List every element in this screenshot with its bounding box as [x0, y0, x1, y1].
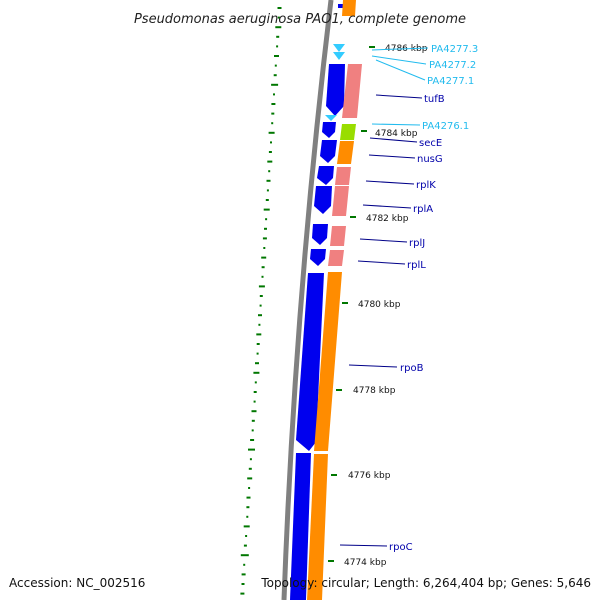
trna-arrow-pa4276[interactable]	[325, 115, 337, 121]
scale-label-4778: 4778 kbp	[353, 386, 396, 396]
gene-arrow-rpla[interactable]	[314, 186, 332, 214]
label-leaders	[339, 47, 429, 547]
trna-arrow-pa4277b[interactable]	[333, 52, 345, 60]
gene-label-rpla[interactable]: rplA	[413, 204, 433, 215]
gene-block-rpll[interactable]	[328, 250, 344, 266]
gene-label-pa4277-2[interactable]: PA4277.2	[429, 60, 476, 71]
gc-content-ticks	[240, 7, 282, 595]
gene-label-pa4276-1[interactable]: PA4276.1	[422, 121, 469, 132]
accession-text: Accession: NC_002516	[9, 576, 145, 590]
gene-label-sece[interactable]: secE	[419, 138, 442, 149]
gene-arrow-pa4277-3[interactable]	[338, 4, 344, 8]
trna-arrow-pa4277[interactable]	[333, 44, 345, 52]
gene-block-rpla[interactable]	[332, 186, 349, 216]
gene-arrow-rpob[interactable]	[296, 273, 324, 451]
gene-arrow-rplk[interactable]	[317, 166, 334, 185]
cds-track	[290, 4, 345, 600]
gene-block-tufb[interactable]	[342, 64, 362, 118]
gene-block-rpoc[interactable]	[307, 454, 328, 600]
gene-block-rpob[interactable]	[314, 272, 342, 451]
gene-block-top-orange[interactable]	[342, 0, 356, 16]
gene-label-rpob[interactable]: rpoB	[400, 363, 424, 374]
gene-label-rplk[interactable]: rplK	[416, 180, 436, 191]
gene-arrow-sece[interactable]	[322, 122, 336, 138]
gene-arrow-nusg[interactable]	[320, 140, 337, 163]
gene-arrow-rpll[interactable]	[310, 249, 326, 266]
gene-label-rpoc[interactable]: rpoC	[389, 542, 413, 553]
scale-label-4782: 4782 kbp	[366, 214, 409, 224]
scale-labels: 4786 kbp 4784 kbp 4782 kbp 4780 kbp 4778…	[344, 44, 428, 568]
gene-label-pa4277-3[interactable]: PA4277.3	[431, 44, 478, 55]
scale-label-4776: 4776 kbp	[348, 471, 391, 481]
gene-label-pa4277-1[interactable]: PA4277.1	[427, 76, 474, 87]
gene-labels: PA4277.3 PA4277.2 PA4277.1 tufB PA4276.1…	[389, 44, 478, 553]
gene-label-tufb[interactable]: tufB	[424, 94, 445, 105]
gene-block-sece[interactable]	[340, 124, 356, 140]
gene-block-rplj[interactable]	[330, 226, 346, 246]
gene-track	[307, 0, 362, 600]
scale-label-4784: 4784 kbp	[375, 129, 418, 139]
gene-arrow-rplj[interactable]	[312, 224, 328, 245]
map-title: Pseudomonas aeruginosa PAO1, complete ge…	[134, 12, 466, 27]
gene-arrow-tufb[interactable]	[326, 64, 345, 116]
gene-label-nusg[interactable]: nusG	[417, 154, 443, 165]
gene-label-rpll[interactable]: rplL	[407, 260, 426, 271]
gene-block-rplk[interactable]	[335, 167, 351, 185]
genome-summary: Topology: circular; Length: 6,264,404 bp…	[260, 576, 591, 590]
scale-ticks	[328, 46, 375, 562]
gene-label-rplj[interactable]: rplJ	[409, 238, 425, 249]
scale-label-4774: 4774 kbp	[344, 558, 387, 568]
gene-block-nusg[interactable]	[337, 141, 354, 164]
genome-backbone	[281, 0, 334, 600]
scale-label-4780: 4780 kbp	[358, 300, 401, 310]
gene-arrow-rpoc[interactable]	[290, 453, 311, 600]
